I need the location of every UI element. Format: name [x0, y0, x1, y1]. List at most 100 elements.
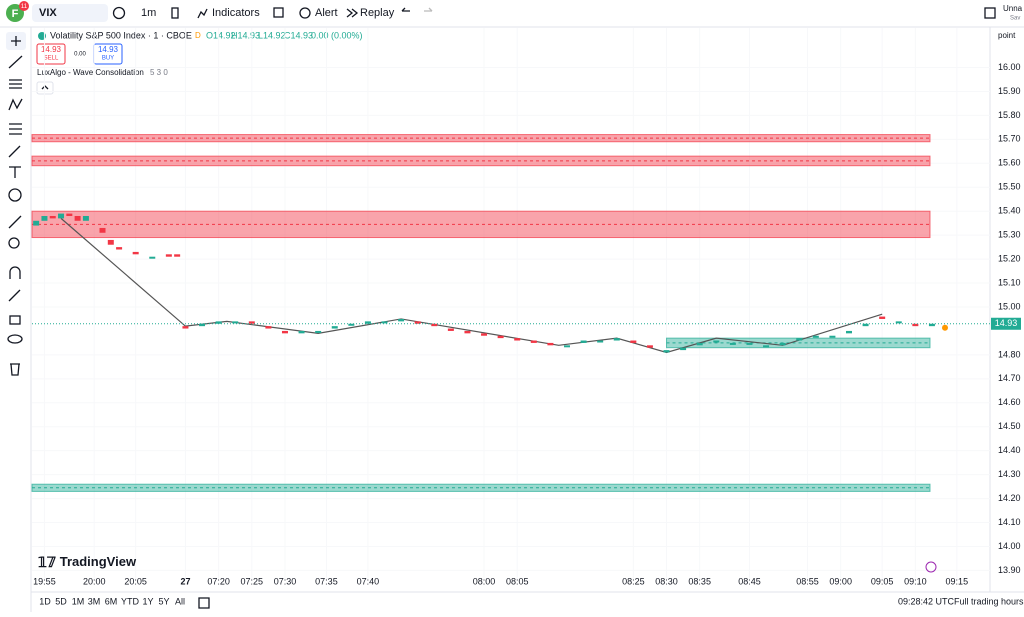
alert-icon[interactable]: [299, 7, 311, 19]
alert-button[interactable]: Alert: [315, 7, 338, 19]
undo[interactable]: [401, 7, 410, 12]
candle-body: [49, 215, 56, 219]
measure-tool[interactable]: [8, 215, 22, 229]
range-button[interactable]: 1M: [72, 596, 85, 606]
candle-body: [613, 338, 620, 341]
candle-body: [845, 330, 852, 334]
x-tick-label: 07:30: [274, 576, 297, 586]
candle-body: [630, 340, 637, 343]
symbol: VIX: [39, 7, 57, 19]
prediction-tool[interactable]: [9, 123, 22, 135]
range-button[interactable]: 6M: [105, 596, 118, 606]
fib-tool[interactable]: [9, 79, 22, 89]
icon-tool[interactable]: [8, 188, 22, 202]
clock: 09:28:42 UTC: [898, 596, 955, 606]
date-range-icon[interactable]: [198, 597, 210, 609]
session-dot: [942, 324, 948, 331]
candle-body: [66, 213, 73, 216]
replay-icon[interactable]: [346, 8, 359, 18]
replay-button[interactable]: Replay: [360, 7, 395, 19]
y-tick-label: 13.90: [998, 565, 1021, 575]
range-button[interactable]: 1D: [39, 596, 51, 606]
y-tick-label: 14.70: [998, 373, 1021, 383]
y-tick-label: 14.50: [998, 421, 1021, 431]
candle-body: [107, 239, 114, 245]
interval[interactable]: 1m: [141, 7, 156, 19]
candle-body: [912, 323, 919, 327]
range-button[interactable]: 1Y: [142, 596, 153, 606]
session-flag: D: [195, 31, 201, 40]
range-button[interactable]: 5D: [55, 596, 67, 606]
axis-unit: point: [998, 31, 1016, 40]
candle-body: [563, 345, 570, 348]
session-type[interactable]: Full trading hours: [954, 596, 1024, 606]
candle-body: [829, 335, 836, 338]
candle-body: [281, 330, 288, 334]
x-tick-label: 08:45: [738, 576, 761, 586]
badge-count: 11: [21, 4, 28, 10]
range-button[interactable]: YTD: [121, 596, 140, 606]
templates-icon[interactable]: [273, 7, 284, 18]
magnet-tool[interactable]: [9, 266, 21, 279]
chart-type-icon[interactable]: [171, 7, 179, 19]
range-button[interactable]: All: [175, 596, 185, 606]
range-button[interactable]: 5Y: [158, 596, 169, 606]
candle-body: [663, 350, 670, 353]
delete-tool[interactable]: [10, 363, 20, 376]
visibility-tool[interactable]: [7, 334, 23, 344]
candle-body: [779, 342, 786, 346]
candle-body: [182, 326, 189, 329]
candle-body: [82, 215, 89, 221]
logo: 𝟙𝟟 TradingView: [38, 554, 137, 570]
x-tick-label: 08:35: [688, 576, 711, 586]
fullscreen-icon[interactable]: [984, 7, 996, 19]
x-tick-label: 20:00: [83, 576, 106, 586]
symbol-search[interactable]: [32, 4, 108, 22]
lock-drawing-tool[interactable]: [8, 289, 21, 302]
x-tick-label: 09:15: [946, 576, 969, 586]
candle-body: [248, 321, 255, 324]
open: O14.92: [206, 30, 236, 40]
lock-tool[interactable]: [9, 315, 21, 325]
x-tick-label: 19:55: [33, 576, 56, 586]
brush-tool[interactable]: [8, 145, 21, 158]
collapse-legend[interactable]: [36, 81, 54, 95]
pattern-tool[interactable]: [8, 98, 23, 111]
y-tick-label: 15.10: [998, 277, 1021, 287]
y-tick-label: 15.40: [998, 206, 1021, 216]
spread: 0.00: [74, 52, 86, 58]
text-tool[interactable]: [9, 166, 21, 178]
y-tick-label: 14.40: [998, 445, 1021, 455]
redo[interactable]: [424, 7, 433, 12]
high: H14.93: [231, 30, 260, 40]
candle-body: [364, 321, 371, 324]
candle-body: [796, 338, 803, 341]
y-tick-label: 14.00: [998, 541, 1021, 551]
candle-body: [514, 338, 521, 341]
indicators-button[interactable]: Indicators: [212, 7, 260, 19]
range-button[interactable]: 3M: [88, 596, 101, 606]
crosshair-icon[interactable]: [11, 36, 21, 46]
y-tick-label: 14.30: [998, 469, 1021, 479]
candle-body: [265, 326, 272, 329]
y-tick-label: 16.00: [998, 62, 1021, 72]
avatar-letter: F: [12, 8, 19, 20]
layout-name[interactable]: Unna: [1003, 4, 1023, 13]
avatar[interactable]: [6, 4, 24, 22]
candle-body: [58, 213, 65, 219]
x-tick-label: 09:05: [871, 576, 894, 586]
drawing-toolbar: [6, 32, 26, 376]
event-icon[interactable]: [925, 561, 937, 573]
candle-body: [464, 330, 471, 334]
candle-body: [481, 333, 488, 336]
zoom-tool[interactable]: [8, 237, 20, 249]
candle-body: [713, 340, 720, 343]
indicators-icon[interactable]: [197, 8, 208, 19]
y-tick-label: 15.20: [998, 253, 1021, 263]
indicator-name: LuxAlgo - Wave Consolidation: [37, 68, 144, 77]
add-symbol-icon[interactable]: [112, 6, 126, 20]
candle-body: [298, 330, 305, 334]
trendline-tool[interactable]: [8, 55, 23, 69]
collapse-icon: [41, 85, 49, 90]
last-price-tag: [991, 317, 1021, 330]
